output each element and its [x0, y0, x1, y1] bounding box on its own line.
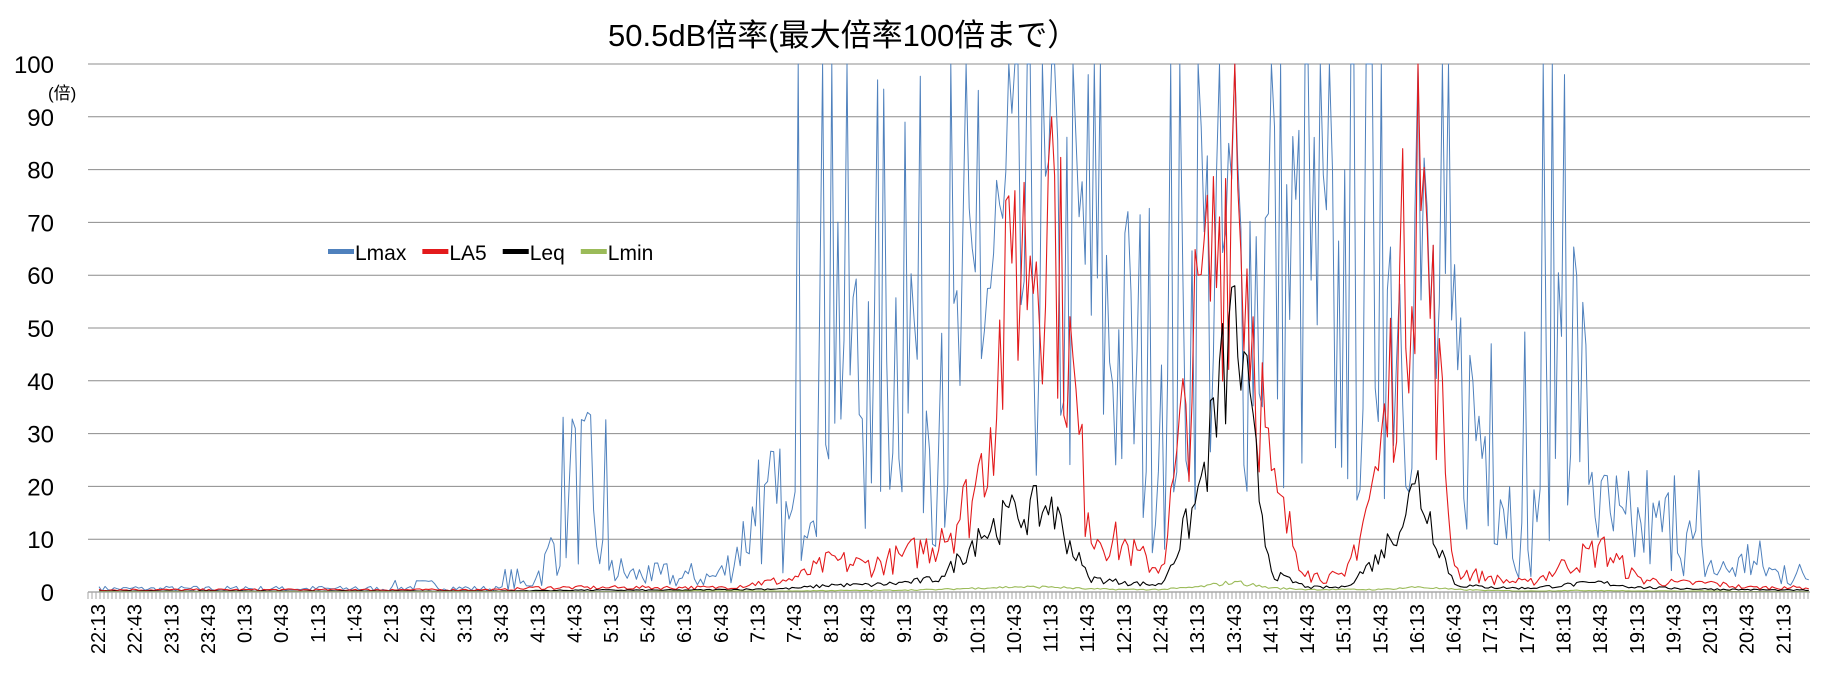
x-tick-label-13:43: 13:43 [1224, 604, 1246, 654]
y-tick-label-90: 90 [27, 105, 54, 132]
y-tick-label-30: 30 [27, 422, 54, 449]
legend-swatch-lmin [580, 249, 607, 254]
y-tick-label-10: 10 [27, 527, 54, 554]
series-line-la5 [98, 63, 1809, 592]
y-tick-label-0: 0 [41, 580, 54, 607]
x-tick-label-0:43: 0:43 [271, 604, 293, 643]
x-tick-label-4:43: 4:43 [564, 604, 586, 643]
x-tick-label-3:13: 3:13 [454, 604, 476, 643]
legend-label-lmin: Lmin [608, 242, 654, 265]
x-tick-label-7:43: 7:43 [784, 604, 806, 643]
x-tick-label-8:13: 8:13 [821, 604, 843, 643]
x-axis-minor-ticks [87, 592, 1809, 599]
x-tick-label-2:43: 2:43 [418, 604, 440, 643]
x-tick-label-1:43: 1:43 [345, 604, 367, 643]
x-tick-label-20:13: 20:13 [1700, 604, 1722, 654]
x-tick-label-23:13: 23:13 [161, 604, 183, 654]
legend-label-lmax: Lmax [355, 242, 407, 265]
x-tick-label-9:13: 9:13 [894, 604, 916, 643]
x-tick-label-19:43: 19:43 [1663, 604, 1685, 654]
y-axis-unit: (倍) [48, 84, 76, 103]
x-tick-label-5:13: 5:13 [601, 604, 623, 643]
x-tick-label-12:13: 12:13 [1114, 604, 1136, 654]
y-tick-label-100: 100 [14, 52, 54, 79]
x-axis-ticks: 22:13 22:43 23:13 23:43 0:13 0:43 1:13 1:43 2:13… [88, 604, 1795, 654]
x-tick-label-16:43: 16:43 [1444, 604, 1466, 654]
x-tick-label-18:43: 18:43 [1590, 604, 1612, 654]
x-tick-label-20:43: 20:43 [1737, 604, 1759, 654]
y-tick-label-80: 80 [27, 158, 54, 185]
x-tick-label-9:43: 9:43 [931, 604, 953, 643]
x-tick-label-0:13: 0:13 [235, 604, 257, 643]
y-tick-label-60: 60 [27, 263, 54, 290]
x-tick-label-7:13: 7:13 [748, 604, 770, 643]
x-tick-label-8:43: 8:43 [857, 604, 879, 643]
x-tick-label-15:13: 15:13 [1334, 604, 1356, 654]
x-tick-label-17:43: 17:43 [1517, 604, 1539, 654]
legend-label-leq: Leq [530, 242, 565, 265]
legend-label-la5: LA5 [449, 242, 486, 265]
x-tick-label-14:13: 14:13 [1260, 604, 1282, 654]
legend-swatch-leq [502, 249, 529, 254]
x-tick-label-10:43: 10:43 [1004, 604, 1026, 654]
x-tick-label-22:43: 22:43 [125, 604, 147, 654]
x-tick-label-6:13: 6:13 [674, 604, 696, 643]
x-tick-label-10:13: 10:13 [967, 604, 989, 654]
x-tick-label-21:13: 21:13 [1773, 604, 1795, 654]
x-tick-label-1:13: 1:13 [308, 604, 330, 643]
x-tick-label-12:43: 12:43 [1151, 604, 1173, 654]
x-tick-label-5:43: 5:43 [638, 604, 660, 643]
x-tick-label-3:43: 3:43 [491, 604, 513, 643]
x-tick-label-18:13: 18:13 [1554, 604, 1576, 654]
x-tick-label-16:13: 16:13 [1407, 604, 1429, 654]
x-tick-label-22:13: 22:13 [88, 604, 110, 654]
legend-swatch-lmax [328, 249, 354, 254]
x-tick-label-11:13: 11:13 [1041, 604, 1063, 653]
x-tick-label-15:43: 15:43 [1370, 604, 1392, 654]
y-axis-ticks: 0 10 20 30 40 50 60 70 80 90 100 [14, 52, 54, 607]
x-tick-label-14:43: 14:43 [1297, 604, 1319, 654]
x-axis-baseline [87, 591, 1810, 599]
series-line-leq [98, 285, 1809, 592]
x-tick-label-13:13: 13:13 [1187, 604, 1209, 654]
x-tick-label-11:43: 11:43 [1077, 604, 1099, 653]
x-tick-label-17:13: 17:13 [1480, 604, 1502, 654]
y-tick-label-70: 70 [27, 210, 54, 237]
x-tick-label-2:13: 2:13 [381, 604, 403, 643]
chart-title: 50.5dB倍率(最大倍率100倍まで） [608, 18, 1078, 53]
legend-swatch-la5 [422, 249, 449, 254]
y-tick-label-40: 40 [27, 369, 54, 396]
x-tick-label-23:43: 23:43 [198, 604, 220, 654]
legend: Lmax LA5 Leq Lmin [328, 242, 653, 265]
y-tick-label-20: 20 [27, 474, 54, 501]
x-tick-label-6:43: 6:43 [711, 604, 733, 643]
x-tick-label-4:13: 4:13 [528, 604, 550, 643]
x-tick-label-19:13: 19:13 [1627, 604, 1649, 654]
y-tick-label-50: 50 [27, 316, 54, 343]
